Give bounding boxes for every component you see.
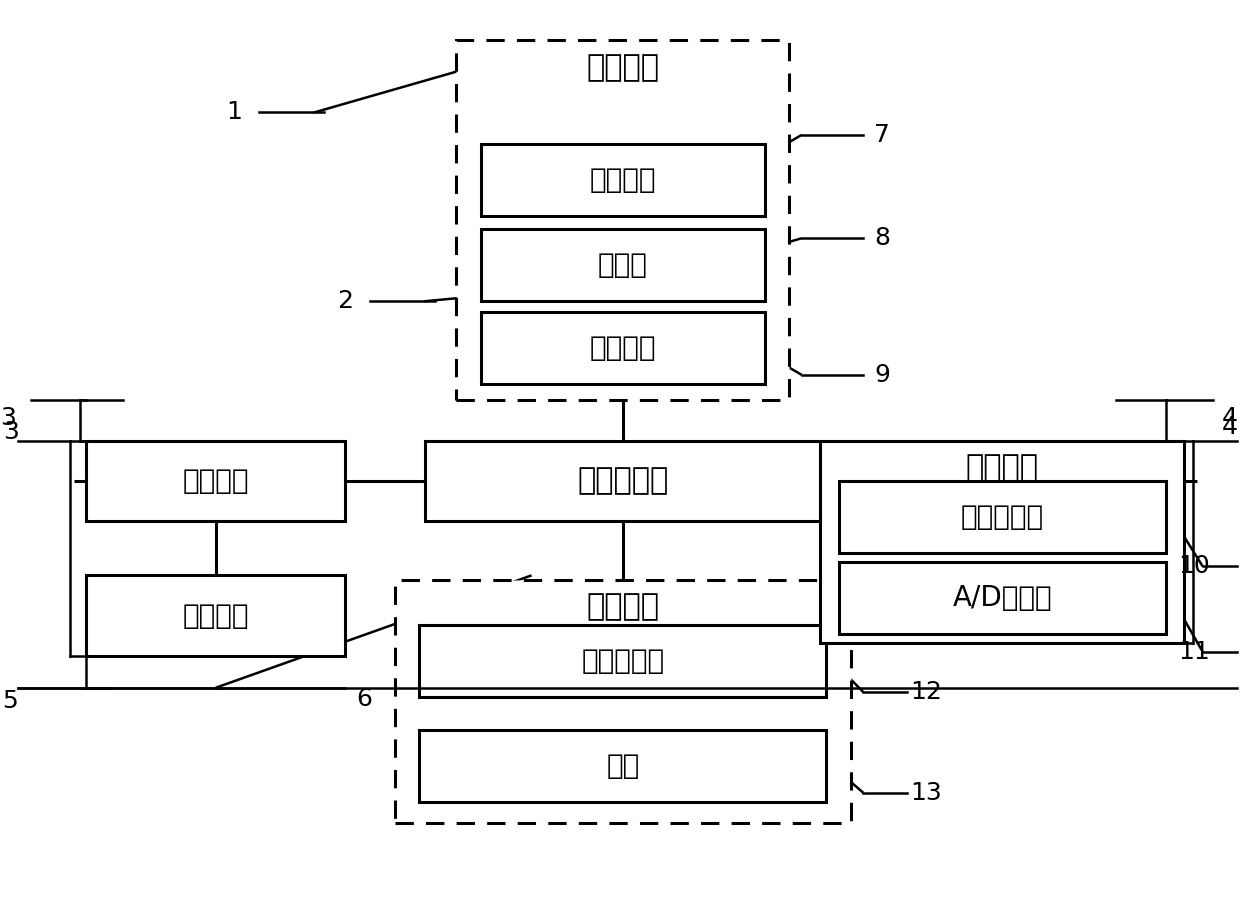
- Text: 控制模块: 控制模块: [182, 467, 249, 495]
- Bar: [838, 562, 1166, 634]
- Text: 1: 1: [227, 101, 242, 124]
- Text: 5: 5: [1, 690, 17, 713]
- Bar: [456, 40, 790, 400]
- Bar: [481, 312, 765, 384]
- Text: 电源接口: 电源接口: [589, 334, 656, 362]
- Text: 变压器: 变压器: [598, 251, 647, 280]
- Text: 信号收发器: 信号收发器: [582, 646, 665, 675]
- Text: 电源模块: 电源模块: [587, 53, 660, 82]
- Text: 6: 6: [356, 687, 372, 710]
- Text: 执行模块: 执行模块: [182, 601, 249, 630]
- Bar: [425, 441, 820, 521]
- Bar: [838, 481, 1166, 553]
- Text: 13: 13: [910, 781, 942, 805]
- Text: 3: 3: [2, 420, 19, 443]
- Text: 4: 4: [1221, 406, 1238, 430]
- Text: 10: 10: [1178, 555, 1210, 578]
- Text: 12: 12: [910, 681, 942, 704]
- Text: 温度传感器: 温度传感器: [961, 503, 1044, 531]
- Bar: [481, 144, 765, 216]
- Bar: [419, 625, 826, 697]
- Text: 检测模块: 检测模块: [966, 453, 1039, 482]
- Text: 2: 2: [337, 289, 353, 313]
- Bar: [87, 441, 345, 521]
- Text: 7: 7: [874, 123, 890, 147]
- Text: 备用电池: 备用电池: [589, 165, 656, 194]
- Bar: [820, 441, 1184, 643]
- Text: 9: 9: [874, 363, 890, 387]
- Bar: [87, 575, 345, 656]
- Text: 通讯模块: 通讯模块: [587, 592, 660, 621]
- Text: 8: 8: [874, 227, 890, 250]
- Text: 4: 4: [1221, 415, 1238, 439]
- Bar: [419, 730, 826, 802]
- Text: 11: 11: [1178, 640, 1210, 663]
- Text: 天线: 天线: [606, 752, 640, 780]
- Text: 3: 3: [0, 406, 16, 430]
- Text: 中央处理器: 中央处理器: [578, 467, 668, 495]
- Bar: [481, 229, 765, 301]
- Bar: [394, 580, 851, 823]
- Text: A/D转换器: A/D转换器: [952, 583, 1052, 612]
